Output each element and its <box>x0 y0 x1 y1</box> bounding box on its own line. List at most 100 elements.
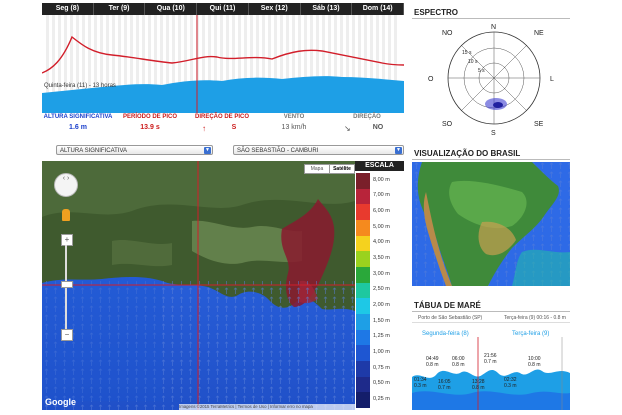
param-wave-height: ALTURA SIGNIFICATIVA 1.6 m <box>42 114 114 131</box>
param-wind-direction: DIREÇÃO ↘ NO <box>330 114 404 133</box>
param-value: 13 km/h <box>281 124 307 131</box>
scale-row: 2,00 m <box>355 298 404 314</box>
day-tab[interactable]: Seg (8) <box>42 3 94 15</box>
param-title: ALTURA SIGNIFICATIVA <box>43 114 113 120</box>
dir-label-ne: NE <box>534 30 544 37</box>
dir-label-l: L <box>550 76 554 83</box>
scale-label: 8,00 m <box>373 176 390 183</box>
tide-mark: 04:49 0.8 m <box>426 356 439 368</box>
day-tab[interactable]: Ter (9) <box>94 3 146 15</box>
scale-swatch <box>356 188 370 205</box>
scale-row: 4,00 m <box>355 235 404 252</box>
day-tab[interactable]: Sáb (13) <box>301 3 353 15</box>
scale-row: 7,00 m <box>355 188 404 205</box>
param-title: VENTO <box>283 114 305 120</box>
satellite-type-button[interactable]: Satélite <box>329 164 355 174</box>
scale-swatch <box>356 173 370 189</box>
tide-port: Porto de São Sebastião (SP) <box>418 315 483 321</box>
street-view-pegman-icon[interactable] <box>62 209 70 221</box>
wave-map[interactable]: Mapa Satélite ‹ › + − Google Imagens ©20… <box>42 161 355 410</box>
forecast-chart[interactable]: Quinta-feira (11) - 13 horas <box>42 15 404 113</box>
brazil-map[interactable] <box>412 162 570 286</box>
param-title: DIREÇÃO <box>353 114 381 120</box>
peak-direction-arrow-icon: ↑ <box>202 124 206 133</box>
chevron-down-icon: ▼ <box>395 147 402 154</box>
tide-day-label: Segunda-feira (8) <box>422 331 469 337</box>
tide-mark: 02:32 0.3 m <box>504 377 517 389</box>
map-layers <box>42 161 355 410</box>
map-footer[interactable]: Imagens ©2015 TerraMetrics | Termos de U… <box>179 404 355 410</box>
parameter-select[interactable]: ALTURA SIGNIFICATIVA ▼ <box>56 145 213 155</box>
tide-mark: 16:05 0.7 m <box>438 379 451 391</box>
scale-label: 7,00 m <box>373 192 390 199</box>
day-stripes <box>42 15 404 113</box>
scale-label: 1,25 m <box>373 333 390 340</box>
dir-label-so: SO <box>442 121 453 128</box>
scale-label: 0,50 m <box>373 380 390 387</box>
scale-swatch <box>356 220 370 236</box>
scale-row: 5,00 m <box>355 220 404 236</box>
scale-swatch <box>356 361 370 377</box>
brazil-title: VISUALIZAÇÃO DO BRASIL <box>414 149 521 158</box>
parameter-select-value: ALTURA SIGNIFICATIVA <box>60 148 128 154</box>
scale-swatch <box>356 376 370 393</box>
day-tab[interactable]: Qua (10) <box>145 3 198 15</box>
dir-label-n: N <box>491 24 496 31</box>
tide-mark: 06:00 0.8 m <box>452 356 465 368</box>
pan-arrows-icon: ‹ › <box>62 175 70 182</box>
divider <box>412 159 570 160</box>
scale-label: 4,00 m <box>373 239 390 246</box>
high-wave-region <box>281 199 335 307</box>
pan-control[interactable]: ‹ › <box>54 173 78 197</box>
dir-label-s: S <box>491 130 496 137</box>
param-value: NO <box>372 124 384 131</box>
scale-label: 3,50 m <box>373 255 390 262</box>
scale-row: 1,50 m <box>355 314 404 330</box>
wave-height-area <box>42 76 404 113</box>
ring-label: 10 s <box>468 59 478 65</box>
scale-swatch <box>356 298 370 314</box>
scale-swatch <box>356 267 370 283</box>
scale-label: 1,50 m <box>373 317 390 324</box>
scale-row: 2,50 m <box>355 282 404 299</box>
scale-swatch <box>356 235 370 252</box>
param-title: DIREÇÃO DE PICO <box>194 114 249 120</box>
param-value: S <box>231 124 237 131</box>
scale-row: 1,25 m <box>355 329 404 346</box>
scale-label: 2,50 m <box>373 286 390 293</box>
ring-label: 5 s <box>478 68 485 74</box>
day-tab[interactable]: Qui (11) <box>197 3 249 15</box>
scale-row: 8,00 m <box>355 173 404 189</box>
param-peak-direction: DIREÇÃO DE PICO ↑ S <box>186 114 258 133</box>
day-tab[interactable]: Dom (14) <box>352 3 405 15</box>
scale-swatch <box>356 345 370 361</box>
scale-label: 6,00 m <box>373 208 390 215</box>
day-tab[interactable]: Sex (12) <box>249 3 301 15</box>
tide-chart[interactable]: Porto de São Sebastião (SP) Terça-feira … <box>412 313 570 410</box>
scale-swatch <box>356 282 370 299</box>
chart-caption: Quinta-feira (11) - 13 horas <box>44 83 116 89</box>
tide-mark: 21:56 0.7 m <box>484 353 497 365</box>
scale-row: 0,25 m <box>355 392 404 408</box>
dir-label-se: SE <box>534 121 544 128</box>
map-type-button[interactable]: Mapa <box>304 164 330 174</box>
scale-swatch <box>356 392 370 408</box>
dir-label-no: NO <box>442 30 453 37</box>
param-value: 1.6 m <box>69 124 87 131</box>
location-select[interactable]: SÃO SEBASTIÃO - CAMBURI ▼ <box>233 145 404 155</box>
divider <box>412 311 570 312</box>
zoom-out-button[interactable]: − <box>61 329 73 341</box>
zoom-slider-handle[interactable] <box>61 281 73 288</box>
day-selector[interactable]: Seg (8) Ter (9) Qua (10) Qui (11) Sex (1… <box>42 3 405 15</box>
zoom-in-button[interactable]: + <box>61 234 73 246</box>
scale-row: 6,00 m <box>355 204 404 220</box>
wind-direction-arrow-icon: ↘ <box>344 124 351 133</box>
tide-curve <box>412 337 570 410</box>
scale-row: 3,00 m <box>355 267 404 283</box>
scale-swatch <box>356 251 370 267</box>
tide-day-label: Terça-feira (9) <box>512 331 550 337</box>
tide-now: Terça-feira (9) 00:16 - 0.8 m <box>504 315 566 321</box>
scale-label: 0,25 m <box>373 396 390 403</box>
color-scale: ESCALA 8,00 m 7,00 m 6,00 m 5,00 m 4,00 m 3,5… <box>355 161 404 410</box>
scale-row: 3,50 m <box>355 251 404 267</box>
